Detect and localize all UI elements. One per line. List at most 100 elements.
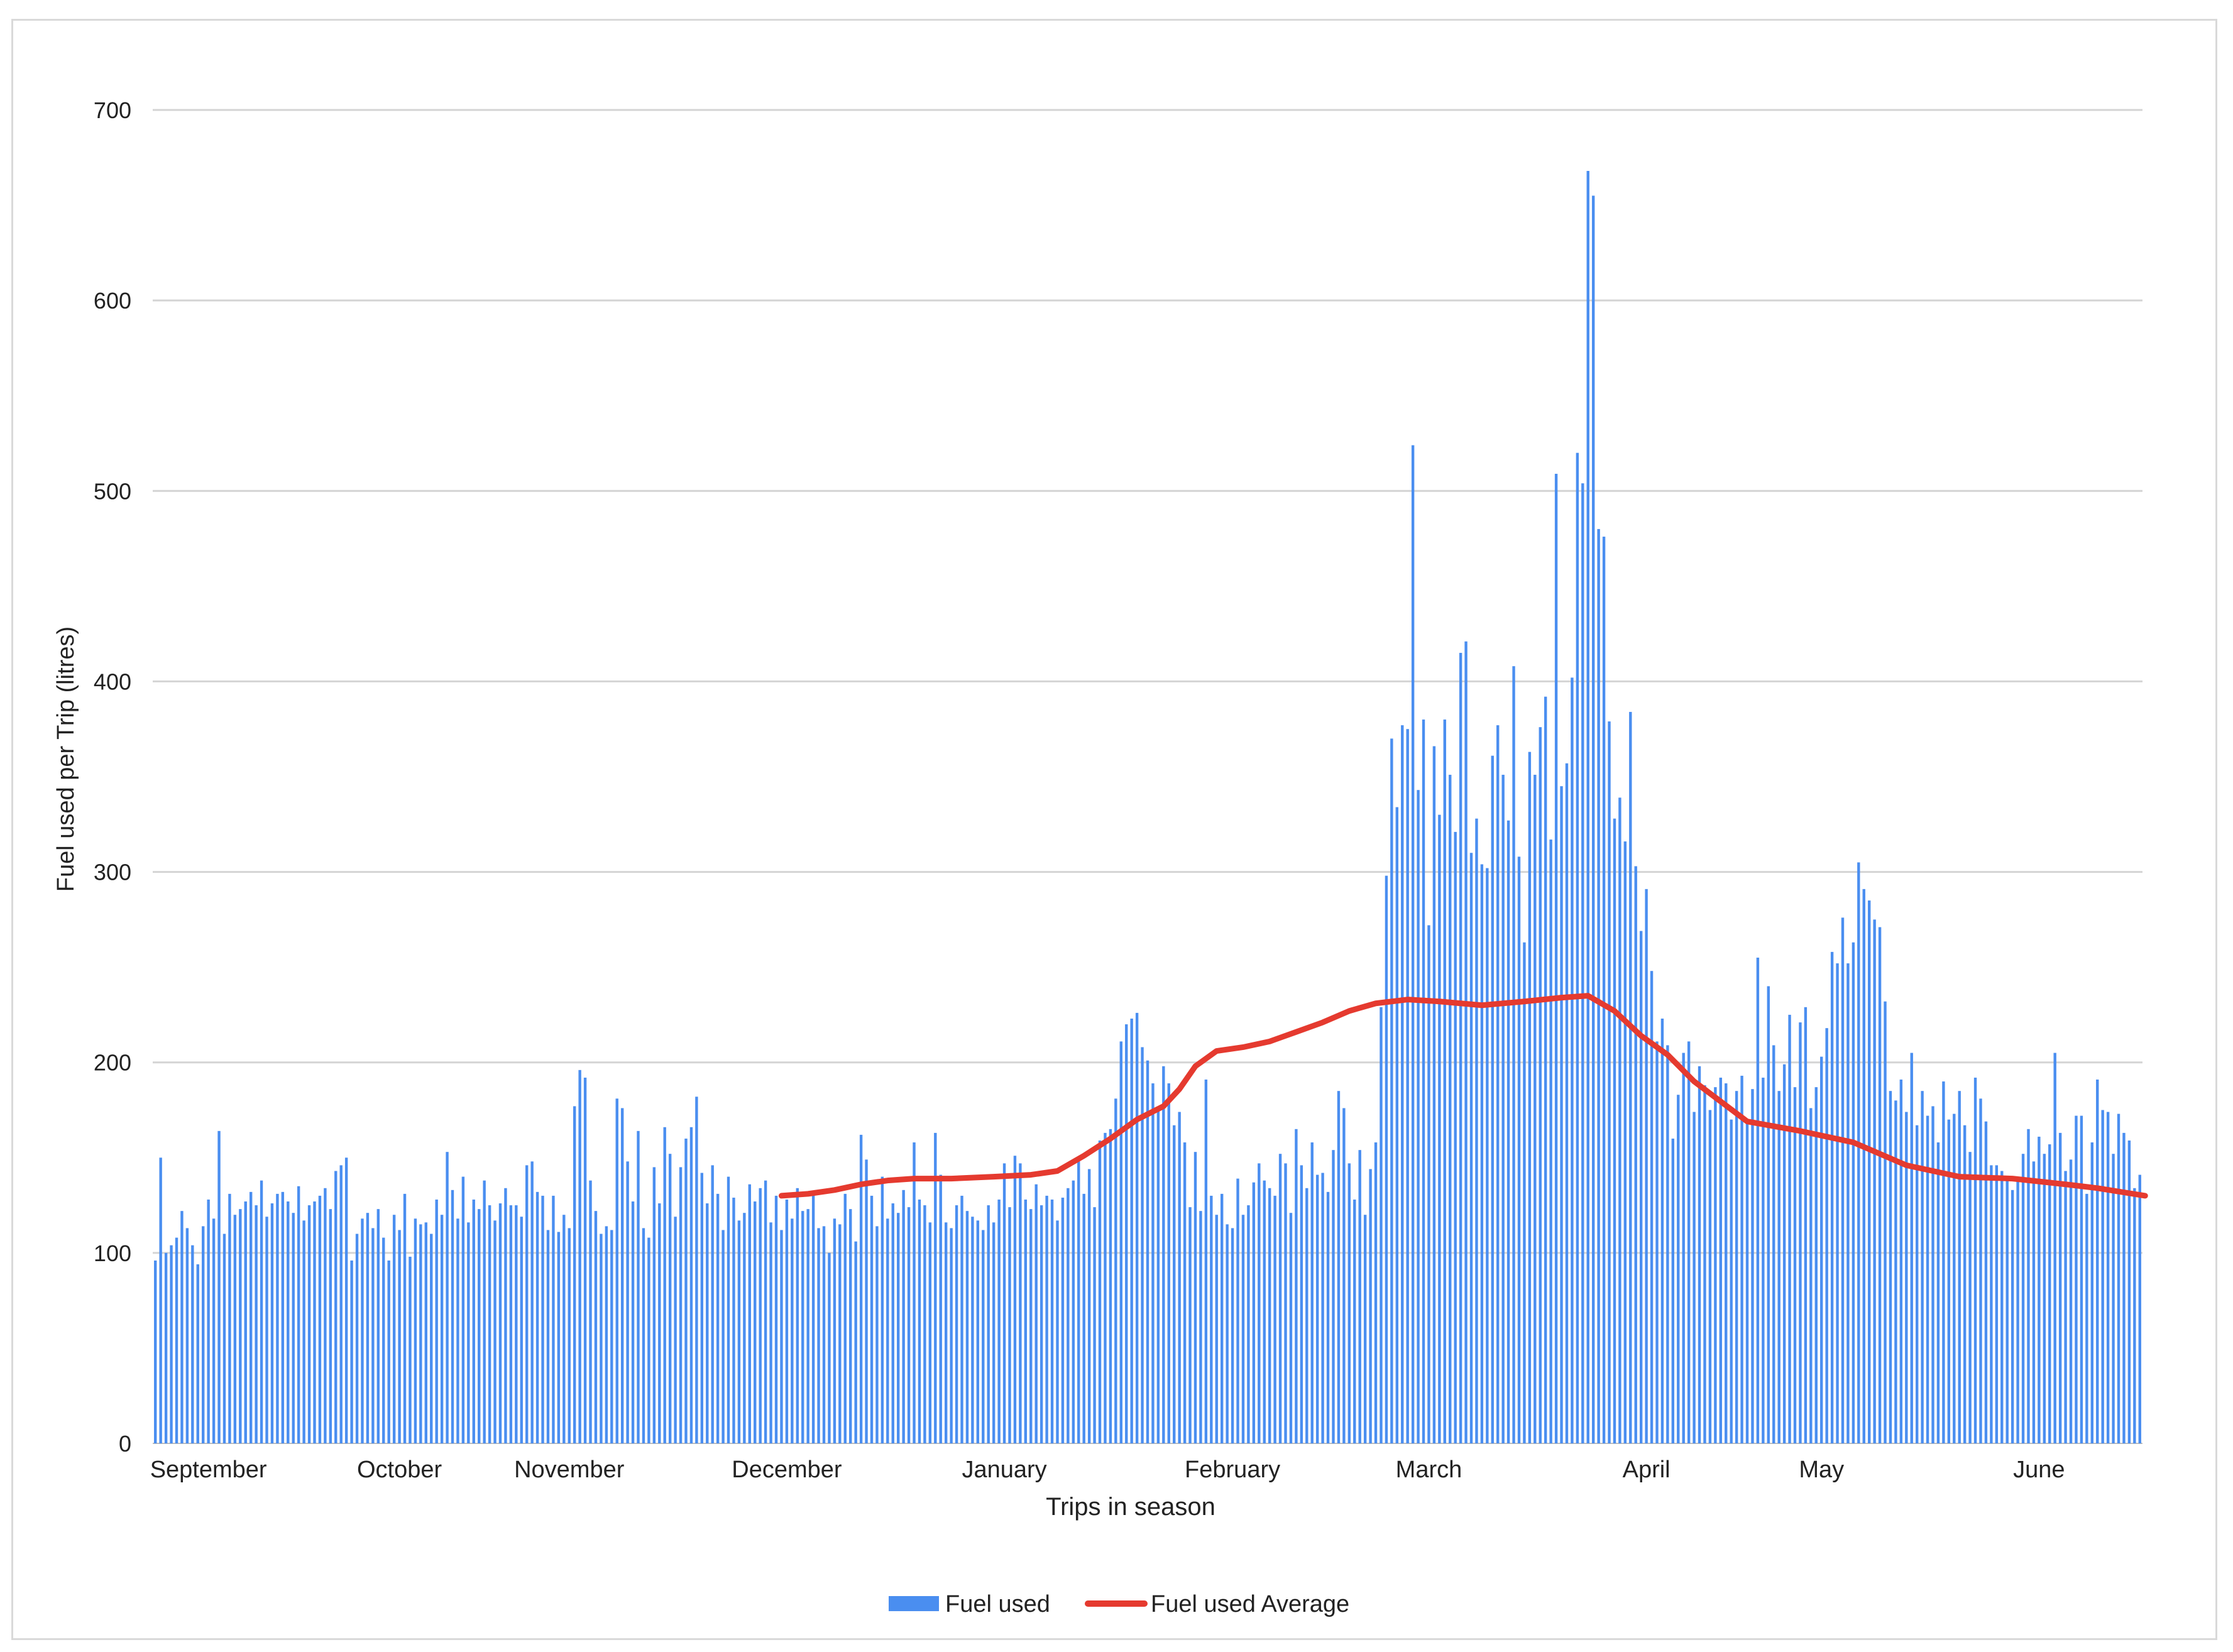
fuel-bar	[1725, 1083, 1728, 1443]
fuel-bar	[1464, 641, 1468, 1443]
fuel-bar	[1953, 1113, 1956, 1443]
fuel-bar	[249, 1191, 253, 1443]
fuel-bar	[960, 1195, 963, 1443]
fuel-bar	[1756, 957, 1760, 1443]
fuel-bar	[833, 1218, 837, 1443]
fuel-bar	[1247, 1205, 1250, 1443]
fuel-bar	[997, 1199, 1001, 1443]
fuel-bar	[573, 1106, 576, 1443]
fuel-bar	[1634, 866, 1637, 1443]
fuel-bar	[1469, 853, 1473, 1443]
fuel-bar	[1491, 755, 1494, 1443]
fuel-bar	[965, 1211, 969, 1443]
fuel-bar	[350, 1260, 353, 1443]
fuel-bar	[732, 1197, 735, 1443]
fuel-bar	[1475, 818, 1478, 1443]
fuel-bar	[796, 1188, 799, 1443]
fuel-bar	[324, 1188, 327, 1443]
fuel-bar	[255, 1205, 258, 1443]
fuel-bar	[1363, 1215, 1367, 1443]
fuel-bar	[493, 1220, 497, 1443]
fuel-bar	[424, 1222, 427, 1443]
fuel-bar	[1533, 774, 1537, 1443]
x-tick-label: May	[1799, 1457, 1844, 1483]
fuel-bar	[2090, 1142, 2093, 1443]
fuel-bar	[1868, 900, 1871, 1443]
fuel-bar	[222, 1234, 226, 1443]
y-tick-label: 200	[94, 1050, 131, 1076]
fuel-bar	[1581, 483, 1584, 1444]
fuel-bar	[849, 1209, 852, 1443]
fuel-bar	[1549, 840, 1552, 1443]
fuel-bar	[1109, 1129, 1112, 1443]
fuel-bar	[483, 1180, 486, 1443]
fuel-bar	[1666, 1045, 1669, 1443]
fuel-bar	[1708, 1110, 1712, 1443]
fuel-bar	[1454, 831, 1457, 1443]
fuel-bar	[1295, 1129, 1298, 1443]
fuel-average-line-group	[778, 993, 2148, 1199]
fuel-bar	[721, 1230, 725, 1443]
fuel-bar	[615, 1098, 618, 1443]
fuel-bar	[488, 1205, 491, 1443]
fuel-bar	[1417, 790, 1420, 1443]
fuel-bar	[913, 1142, 916, 1443]
fuel-bar	[456, 1218, 459, 1443]
fuel-bar	[620, 1108, 624, 1443]
fuel-bar	[1947, 1119, 1951, 1443]
fuel-bar	[239, 1209, 242, 1443]
fuel-bar	[1846, 963, 1850, 1443]
fuel-bar	[923, 1205, 926, 1443]
fuel-bar	[1873, 919, 1876, 1443]
fuel-bar	[276, 1193, 279, 1443]
fuel-bar	[1480, 864, 1484, 1443]
y-axis-title: Fuel used per Trip (litres)	[53, 626, 79, 892]
fuel-bar	[1252, 1182, 1256, 1443]
fuel-bar	[2011, 1190, 2014, 1443]
fuel-bar	[1852, 942, 1855, 1443]
fuel-bar	[817, 1228, 820, 1443]
fuel-bar	[419, 1224, 422, 1443]
fuel-bar	[1968, 1152, 1972, 1443]
fuel-bar	[1586, 171, 1589, 1443]
fuel-bar	[2075, 1115, 2078, 1443]
legend-swatch-fuel-used	[889, 1596, 939, 1611]
fuel-bar	[1347, 1163, 1351, 1443]
fuel-bar	[1332, 1150, 1335, 1443]
fuel-bar	[2032, 1161, 2036, 1443]
fuel-bar	[737, 1220, 741, 1443]
fuel-bar	[1056, 1220, 1059, 1443]
fuel-bar	[355, 1234, 359, 1443]
fuel-bar	[435, 1199, 438, 1443]
fuel-bar	[1406, 729, 1409, 1443]
fuel-bar	[801, 1211, 804, 1443]
fuel-bar	[2027, 1129, 2030, 1443]
fuel-bar	[1677, 1095, 1680, 1443]
fuel-bar	[1119, 1041, 1122, 1443]
fuel-bar	[838, 1224, 842, 1443]
fuel-bar	[1560, 786, 1563, 1443]
fuel-bar	[1777, 1091, 1780, 1443]
fuel-bar	[228, 1193, 231, 1443]
fuel-bar	[1395, 807, 1399, 1443]
fuel-bar	[244, 1201, 247, 1443]
fuel-bar	[1034, 1184, 1038, 1443]
fuel-bar	[1221, 1193, 1224, 1443]
fuel-bar	[1061, 1197, 1065, 1443]
fuel-bar	[2122, 1132, 2126, 1443]
legend-label-fuel-average: Fuel used Average	[1151, 1591, 1349, 1617]
fuel-bar	[1714, 1087, 1717, 1443]
fuel-bar	[307, 1205, 311, 1443]
fuel-bar	[1082, 1193, 1085, 1443]
fuel-bar	[689, 1127, 693, 1443]
fuel-bar	[1995, 1165, 1999, 1443]
x-axis-title: Trips in season	[1046, 1493, 1215, 1521]
fuel-bar	[430, 1234, 433, 1443]
fuel-bar	[1130, 1018, 1133, 1443]
fuel-bar	[1337, 1091, 1341, 1443]
fuel-bar	[1613, 818, 1616, 1443]
fuel-bar	[164, 1252, 168, 1443]
fuel-bar	[1629, 711, 1632, 1443]
fuel-bar	[1114, 1098, 1117, 1443]
fuel-bar	[759, 1188, 762, 1443]
